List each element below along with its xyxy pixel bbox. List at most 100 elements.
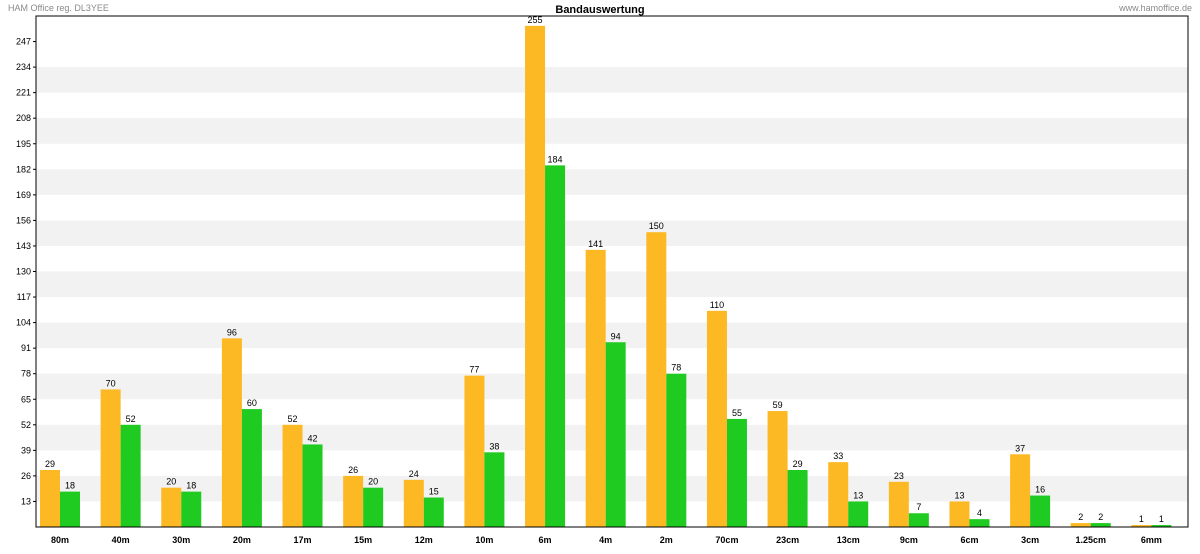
bar xyxy=(241,409,262,527)
x-tick-label: 70cm xyxy=(715,535,738,545)
y-tick-label: 221 xyxy=(16,88,31,98)
data-label: 55 xyxy=(732,408,742,418)
registration-text: HAM Office reg. DL3YEE xyxy=(8,3,109,13)
grid-bands xyxy=(36,67,1188,502)
bar xyxy=(949,501,970,527)
bar xyxy=(1010,454,1031,527)
x-tick-label: 20m xyxy=(233,535,251,545)
chart-title: Bandauswertung xyxy=(555,4,645,16)
y-tick-label: 104 xyxy=(16,318,31,328)
data-label: 38 xyxy=(489,441,499,451)
x-tick-label: 6cm xyxy=(960,535,978,545)
data-label: 59 xyxy=(773,400,783,410)
y-tick-label: 65 xyxy=(21,394,31,404)
x-tick-label: 15m xyxy=(354,535,372,545)
y-axis-ticks: 13 26 39 52 65 78 91 104 117 130 143 156 169 182 195 20… xyxy=(16,37,36,506)
grid-band xyxy=(36,118,1188,144)
bar xyxy=(828,462,849,527)
bar xyxy=(282,424,303,527)
bar xyxy=(1030,495,1051,527)
data-label: 2 xyxy=(1098,512,1103,522)
x-tick-label: 6mm xyxy=(1141,535,1162,545)
data-label: 16 xyxy=(1035,485,1045,495)
data-label: 78 xyxy=(671,363,681,373)
bar xyxy=(545,165,566,527)
data-label: 94 xyxy=(611,331,621,341)
bar xyxy=(666,373,687,527)
data-label: 13 xyxy=(853,490,863,500)
bar xyxy=(908,513,929,527)
bar xyxy=(646,232,667,527)
bar xyxy=(1131,525,1152,527)
data-label: 1 xyxy=(1159,514,1164,524)
bar xyxy=(120,424,141,527)
y-tick-label: 143 xyxy=(16,241,31,251)
bar xyxy=(423,497,444,527)
bar xyxy=(363,487,384,527)
y-tick-label: 13 xyxy=(21,496,31,506)
bar xyxy=(221,338,242,527)
data-label: 13 xyxy=(954,490,964,500)
x-tick-label: 1.25cm xyxy=(1075,535,1106,545)
bar xyxy=(484,452,505,527)
data-label: 26 xyxy=(348,465,358,475)
data-label: 23 xyxy=(894,471,904,481)
bar xyxy=(40,470,60,527)
data-label: 77 xyxy=(469,365,479,375)
data-label: 24 xyxy=(409,469,419,479)
x-tick-label: 3cm xyxy=(1021,535,1039,545)
data-label: 150 xyxy=(649,221,664,231)
data-label: 18 xyxy=(65,481,75,491)
data-label: 141 xyxy=(588,239,603,249)
x-tick-label: 23cm xyxy=(776,535,799,545)
y-tick-label: 130 xyxy=(16,267,31,277)
data-label: 18 xyxy=(186,481,196,491)
y-tick-label: 156 xyxy=(16,215,31,225)
y-tick-label: 208 xyxy=(16,113,31,123)
bar xyxy=(767,411,788,527)
x-tick-label: 30m xyxy=(172,535,190,545)
data-label: 7 xyxy=(916,502,921,512)
data-label: 110 xyxy=(710,300,724,310)
x-axis-labels: 80m 40m 30m 20m 17m 15m 12m 10m 6m 4m 2m 70cm 23cm 13… xyxy=(51,535,1162,545)
y-tick-label: 182 xyxy=(16,164,31,174)
y-tick-label: 234 xyxy=(16,62,31,72)
y-tick-label: 195 xyxy=(16,139,31,149)
bar xyxy=(525,25,546,527)
bar xyxy=(343,475,364,527)
y-tick-label: 78 xyxy=(21,369,31,379)
bars xyxy=(40,25,1172,527)
bar xyxy=(403,479,424,527)
data-label: 255 xyxy=(528,15,543,25)
x-tick-label: 9cm xyxy=(900,535,918,545)
bar xyxy=(60,491,80,527)
bar xyxy=(585,249,606,527)
website-text: www.hamoffice.de xyxy=(1119,3,1192,13)
bar xyxy=(1070,523,1091,527)
bar xyxy=(888,481,909,527)
y-tick-label: 117 xyxy=(17,292,31,302)
bar xyxy=(848,501,869,527)
data-label: 52 xyxy=(126,414,136,424)
y-tick-label: 91 xyxy=(21,343,31,353)
x-tick-label: 17m xyxy=(294,535,312,545)
data-label: 2 xyxy=(1078,512,1083,522)
data-label: 15 xyxy=(429,487,439,497)
plot-frame xyxy=(35,15,1189,528)
data-label: 29 xyxy=(45,459,55,469)
data-label: 29 xyxy=(793,459,803,469)
data-label: 20 xyxy=(166,477,176,487)
x-tick-label: 6m xyxy=(539,535,552,545)
x-tick-label: 4m xyxy=(599,535,612,545)
grid-band xyxy=(36,169,1188,195)
y-tick-label: 169 xyxy=(16,190,31,200)
grid-band xyxy=(36,220,1188,246)
x-tick-label: 2m xyxy=(660,535,673,545)
y-tick-label: 39 xyxy=(21,445,31,455)
data-label: 70 xyxy=(106,378,116,388)
bar xyxy=(726,418,747,527)
x-tick-label: 40m xyxy=(112,535,130,545)
x-tick-label: 10m xyxy=(475,535,493,545)
